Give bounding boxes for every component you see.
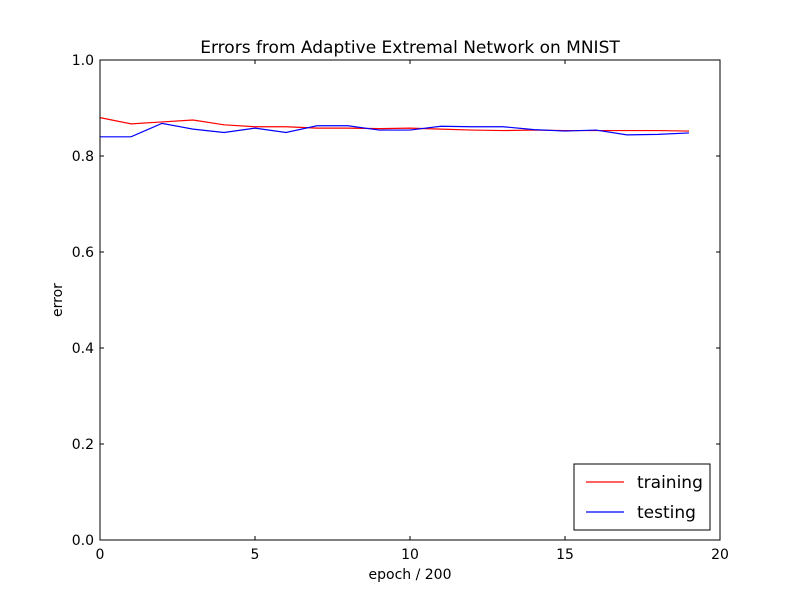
x-tick-label: 0 — [96, 547, 105, 563]
legend-label-testing: testing — [637, 503, 696, 523]
x-tick-label: 10 — [401, 547, 419, 563]
x-tick-label: 15 — [556, 547, 574, 563]
plot-background — [100, 60, 720, 540]
x-axis-label: epoch / 200 — [369, 567, 452, 583]
y-tick-label: 0.2 — [72, 437, 94, 453]
y-tick-label: 0.8 — [72, 149, 94, 165]
x-tick-label: 20 — [711, 547, 729, 563]
legend-box — [573, 463, 711, 531]
legend: training testing — [573, 463, 711, 531]
plot-area: 0 5 10 15 20 0.0 0.2 0.4 0.6 0.8 1.0 — [72, 53, 729, 563]
x-tick-label: 5 — [251, 547, 260, 563]
y-tick-label: 1.0 — [72, 53, 94, 69]
chart-title: Errors from Adaptive Extremal Network on… — [200, 38, 620, 58]
legend-entries: training testing — [586, 473, 703, 523]
y-tick-label: 0.4 — [72, 341, 94, 357]
series-line-testing — [100, 122, 690, 138]
y-axis-label: error — [50, 283, 66, 317]
y-tick-label: 0.6 — [72, 245, 94, 261]
series-layer — [99, 117, 690, 138]
ticks-layer: 0 5 10 15 20 0.0 0.2 0.4 0.6 0.8 1.0 — [72, 53, 729, 563]
legend-label-training: training — [637, 473, 703, 493]
y-tick-label: 0.0 — [72, 533, 94, 549]
